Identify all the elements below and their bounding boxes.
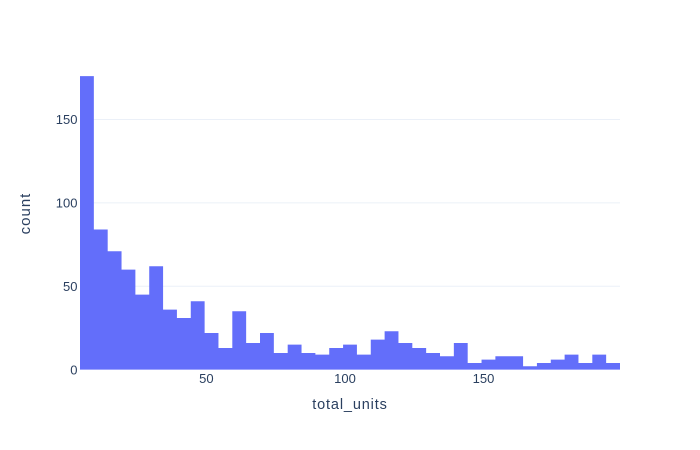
svg-text:total_units: total_units (312, 397, 387, 413)
svg-text:150: 150 (56, 112, 78, 127)
svg-text:100: 100 (56, 196, 78, 211)
svg-text:50: 50 (63, 279, 77, 294)
svg-text:count: count (17, 193, 34, 235)
svg-text:0: 0 (70, 362, 77, 377)
svg-text:100: 100 (334, 371, 356, 386)
svg-text:50: 50 (199, 371, 213, 386)
svg-text:150: 150 (473, 371, 495, 386)
